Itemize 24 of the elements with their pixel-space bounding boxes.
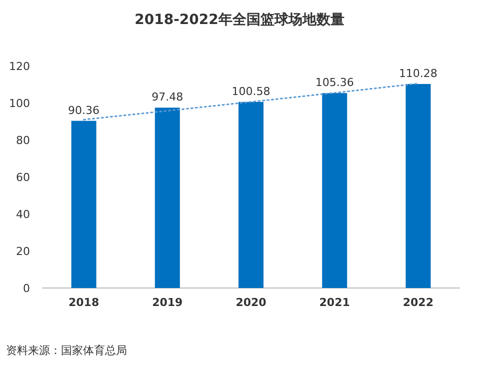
y-tick-label: 60: [16, 171, 30, 184]
bar: [238, 102, 264, 288]
bar: [322, 93, 348, 288]
y-tick-label: 120: [9, 60, 30, 73]
bar: [406, 84, 431, 288]
data-label: 110.28: [398, 66, 438, 80]
bar: [71, 120, 96, 288]
y-tick-label: 100: [9, 97, 30, 110]
x-tick-label: 2020: [236, 296, 267, 309]
y-tick-label: 80: [16, 134, 30, 147]
data-label: 90.36: [68, 104, 100, 117]
x-tick-label: 2021: [319, 296, 350, 309]
x-tick-label: 2022: [402, 296, 434, 309]
data-label: 97.48: [152, 90, 184, 104]
chart-title: 2018-2022年全国篮球场地数量: [134, 12, 344, 28]
data-label: 105.36: [315, 76, 354, 90]
x-tick-label: 2018: [68, 296, 100, 309]
y-tick-label: 0: [23, 282, 30, 295]
data-label: 100.58: [232, 84, 270, 98]
x-tick-label: 2019: [152, 296, 183, 309]
y-tick-label: 40: [16, 208, 30, 221]
y-tick-label: 20: [16, 245, 30, 258]
bar: [154, 108, 180, 288]
text: 资料来源：国家体育总局: [6, 344, 127, 357]
